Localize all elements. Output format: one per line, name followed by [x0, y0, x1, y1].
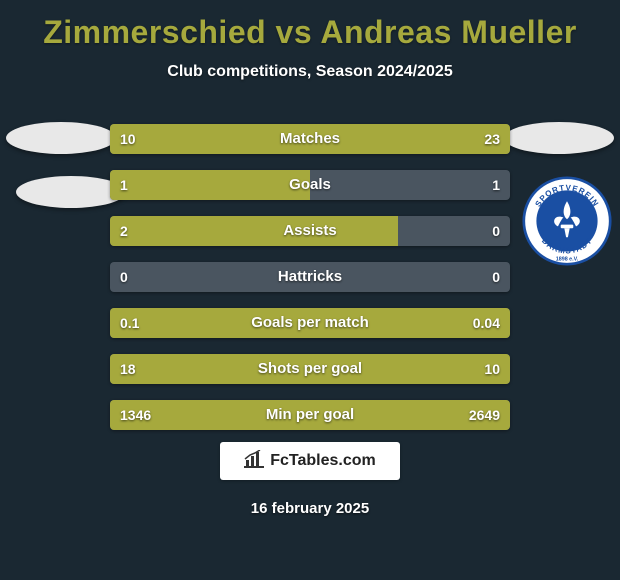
right-team-badge: SPORTVEREIN DARMSTADT 1898 e.V. [522, 176, 612, 266]
stat-label: Min per goal [110, 400, 510, 430]
stats-container: 10Matches231Goals12Assists00Hattricks00.… [110, 124, 510, 446]
stat-label: Hattricks [110, 262, 510, 292]
stat-row: 1Goals1 [110, 170, 510, 200]
stat-row: 0.1Goals per match0.04 [110, 308, 510, 338]
stat-label: Assists [110, 216, 510, 246]
stat-row: 10Matches23 [110, 124, 510, 154]
stat-label: Goals [110, 170, 510, 200]
stat-value-right: 0 [492, 262, 500, 292]
page-subtitle: Club competitions, Season 2024/2025 [0, 63, 620, 81]
stat-label: Goals per match [110, 308, 510, 338]
stat-label: Matches [110, 124, 510, 154]
source-badge: FcTables.com [220, 442, 400, 480]
stat-value-right: 0 [492, 216, 500, 246]
page-title: Zimmerschied vs Andreas Mueller [0, 0, 620, 51]
stat-value-right: 2649 [469, 400, 500, 430]
source-label: FcTables.com [270, 452, 376, 470]
stat-row: 18Shots per goal10 [110, 354, 510, 384]
svg-text:1898 e.V.: 1898 e.V. [556, 257, 579, 263]
stat-value-right: 10 [484, 354, 500, 384]
stat-label: Shots per goal [110, 354, 510, 384]
stat-row: 1346Min per goal2649 [110, 400, 510, 430]
stat-row: 0Hattricks0 [110, 262, 510, 292]
footer-date: 16 february 2025 [0, 500, 620, 517]
chart-icon [244, 450, 264, 473]
right-team-placeholder-1 [504, 122, 614, 154]
left-team-placeholder-1 [6, 122, 116, 154]
stat-value-right: 0.04 [473, 308, 500, 338]
stat-row: 2Assists0 [110, 216, 510, 246]
stat-value-right: 23 [484, 124, 500, 154]
stat-value-right: 1 [492, 170, 500, 200]
